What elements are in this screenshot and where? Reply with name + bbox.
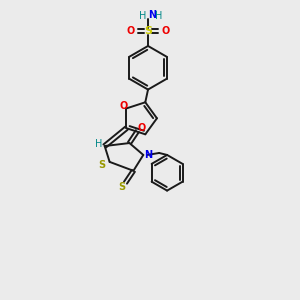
Text: O: O bbox=[137, 123, 146, 133]
Text: H: H bbox=[95, 139, 102, 149]
Text: H: H bbox=[155, 11, 163, 21]
Text: S: S bbox=[144, 26, 152, 36]
Text: O: O bbox=[119, 101, 128, 111]
Text: N: N bbox=[144, 150, 152, 160]
Text: O: O bbox=[126, 26, 134, 36]
Text: N: N bbox=[148, 10, 156, 20]
Text: H: H bbox=[140, 11, 147, 21]
Text: O: O bbox=[162, 26, 170, 36]
Text: S: S bbox=[118, 182, 125, 192]
Text: S: S bbox=[98, 160, 105, 170]
